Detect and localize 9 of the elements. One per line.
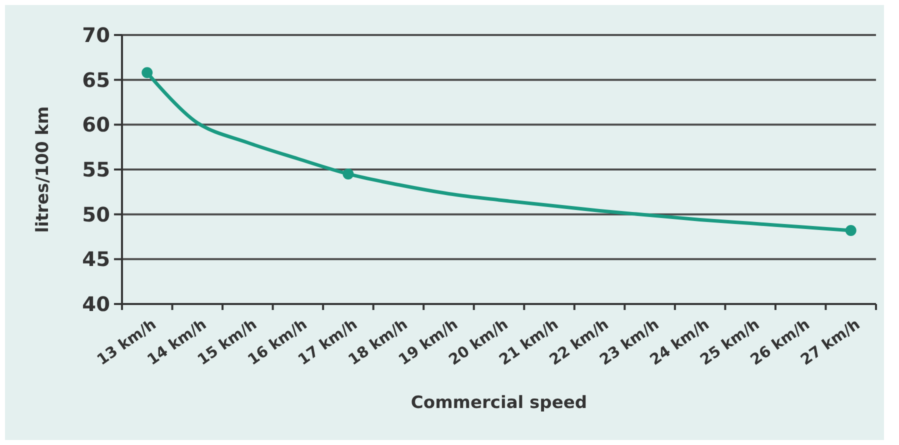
y-tick-label: 60 — [82, 112, 110, 137]
y-tick-label: 45 — [82, 247, 110, 272]
y-tick-label: 70 — [82, 23, 110, 47]
y-tick-label: 50 — [82, 202, 110, 226]
y-tick-label: 65 — [82, 68, 110, 92]
y-tick-label: 55 — [82, 158, 110, 182]
y-axis-title: litres/100 km — [33, 106, 53, 233]
y-tick-label: 40 — [82, 292, 110, 316]
x-axis-title: Commercial speed — [410, 393, 588, 413]
